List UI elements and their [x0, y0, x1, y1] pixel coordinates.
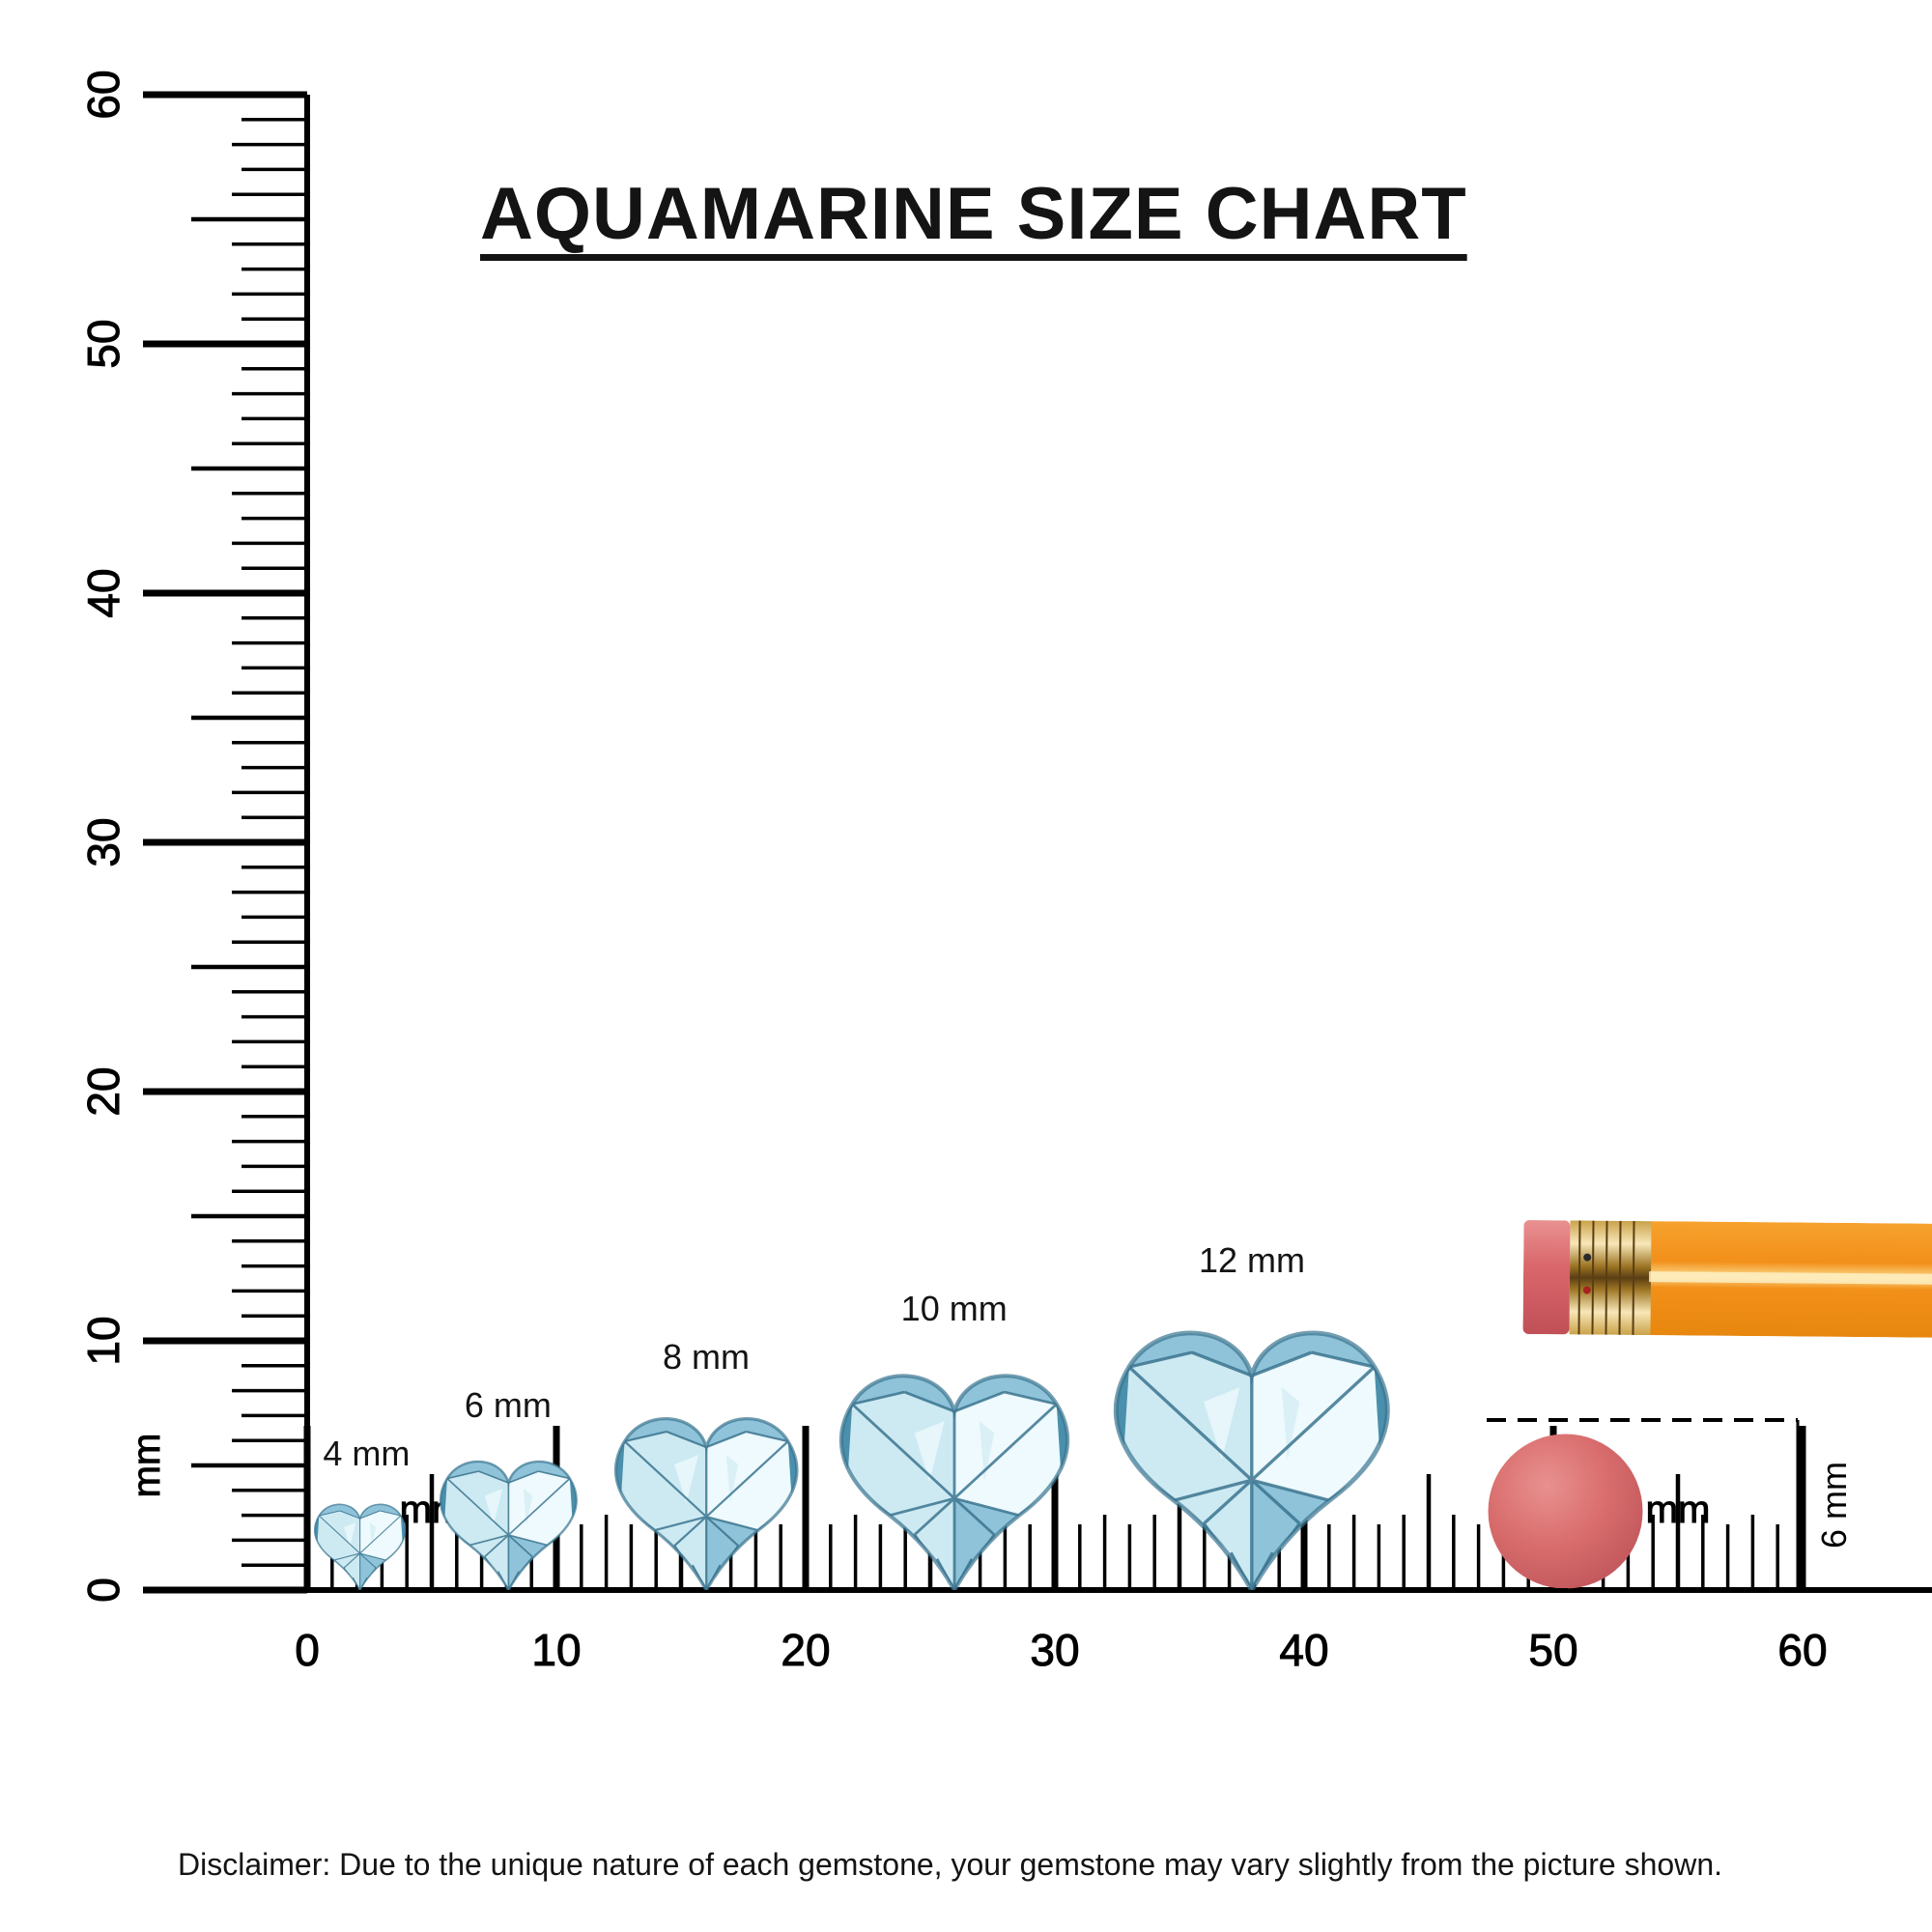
svg-text:30: 30 — [78, 817, 128, 867]
svg-text:40: 40 — [1279, 1625, 1328, 1675]
svg-text:10: 10 — [531, 1625, 581, 1675]
svg-text:mm: mm — [1646, 1489, 1711, 1531]
svg-text:60: 60 — [1777, 1625, 1827, 1675]
svg-text:20: 20 — [781, 1625, 830, 1675]
svg-text:60: 60 — [78, 70, 128, 119]
svg-text:50: 50 — [1528, 1625, 1577, 1675]
svg-text:10: 10 — [78, 1316, 128, 1365]
svg-text:0: 0 — [295, 1625, 320, 1675]
svg-text:20: 20 — [78, 1066, 128, 1116]
svg-text:0: 0 — [78, 1577, 128, 1603]
svg-text:30: 30 — [1030, 1625, 1079, 1675]
svg-text:40: 40 — [78, 568, 128, 617]
svg-text:mm: mm — [126, 1434, 168, 1498]
svg-text:50: 50 — [78, 319, 128, 368]
